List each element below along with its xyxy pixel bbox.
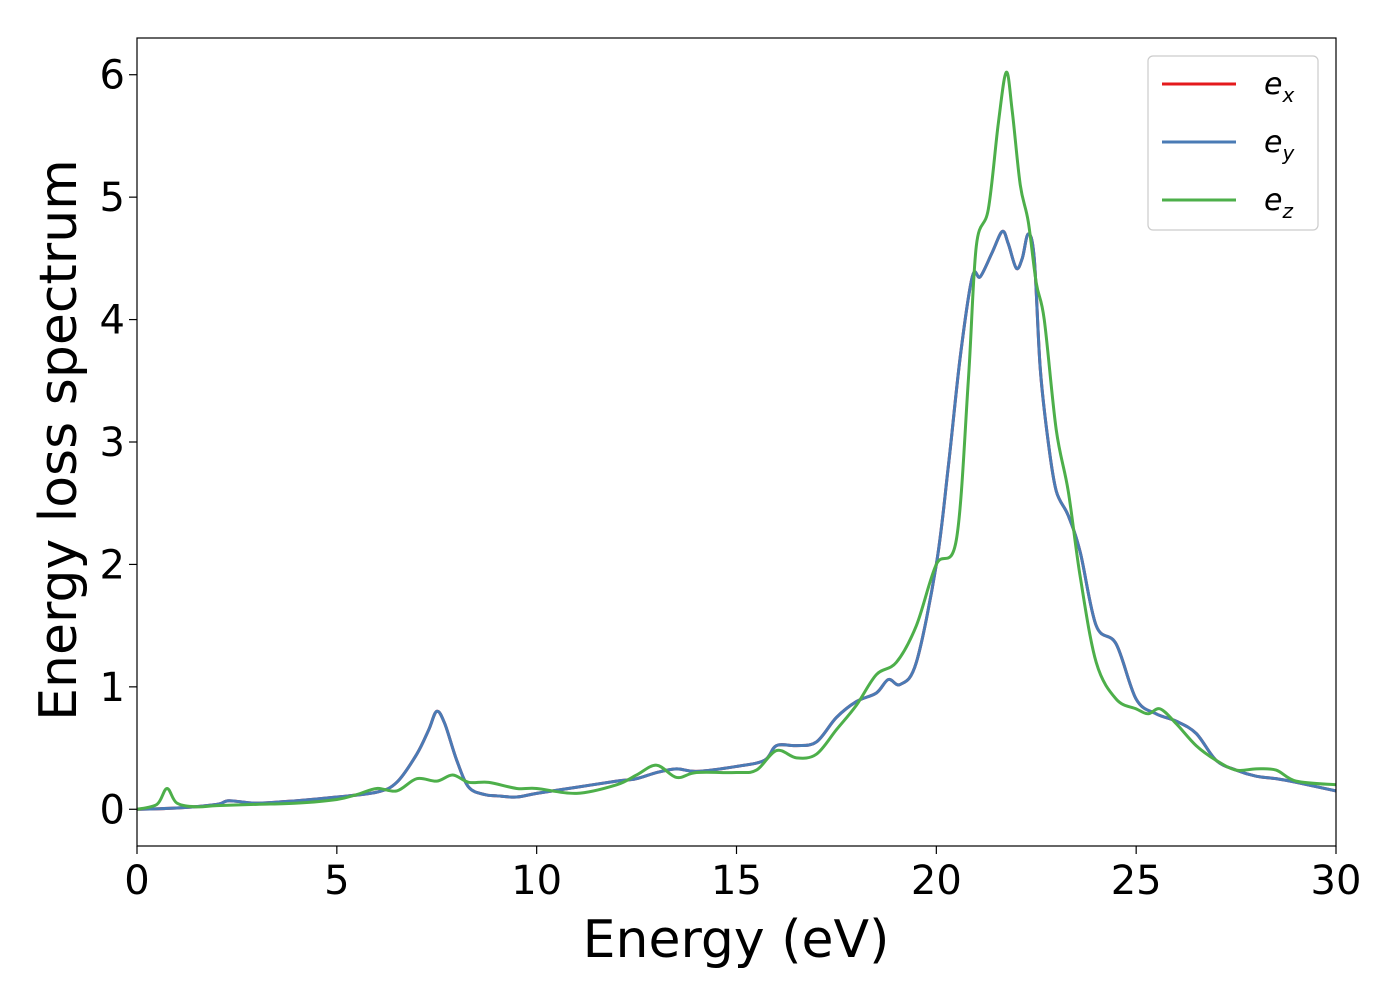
series-line-ey	[137, 229, 1336, 811]
axes: 0 5 10 15 20 25 30 0 1 2 3 4 5 6	[100, 37, 1362, 904]
x-tick-label: 30	[1311, 858, 1362, 904]
y-axis-label: Energy loss spectrum	[29, 159, 89, 721]
legend-label-ez: ez	[1264, 183, 1293, 223]
y-tick-label: 0	[100, 787, 125, 833]
x-tick-label: 15	[711, 858, 762, 904]
x-tick-label: 0	[124, 858, 149, 904]
series-line-ex	[137, 229, 1336, 811]
y-tick-label: 6	[100, 53, 125, 99]
legend-label-ex: ex	[1264, 67, 1294, 107]
y-tick-label: 3	[100, 420, 125, 466]
y-tick-label: 1	[100, 665, 125, 711]
x-tick-label: 25	[1111, 858, 1162, 904]
x-axis-label: Energy (eV)	[583, 910, 890, 970]
series-line-ez	[137, 70, 1336, 811]
x-tick-label: 20	[911, 858, 962, 904]
x-tick-label: 10	[511, 858, 562, 904]
y-tick-label: 4	[100, 298, 125, 344]
legend: ex ey ez	[1147, 55, 1319, 231]
plot-area	[137, 70, 1336, 811]
y-tick-label: 5	[100, 175, 125, 221]
y-tick-label: 2	[100, 542, 125, 588]
x-tick-label: 5	[324, 858, 349, 904]
legend-label-ey: ey	[1264, 125, 1295, 165]
